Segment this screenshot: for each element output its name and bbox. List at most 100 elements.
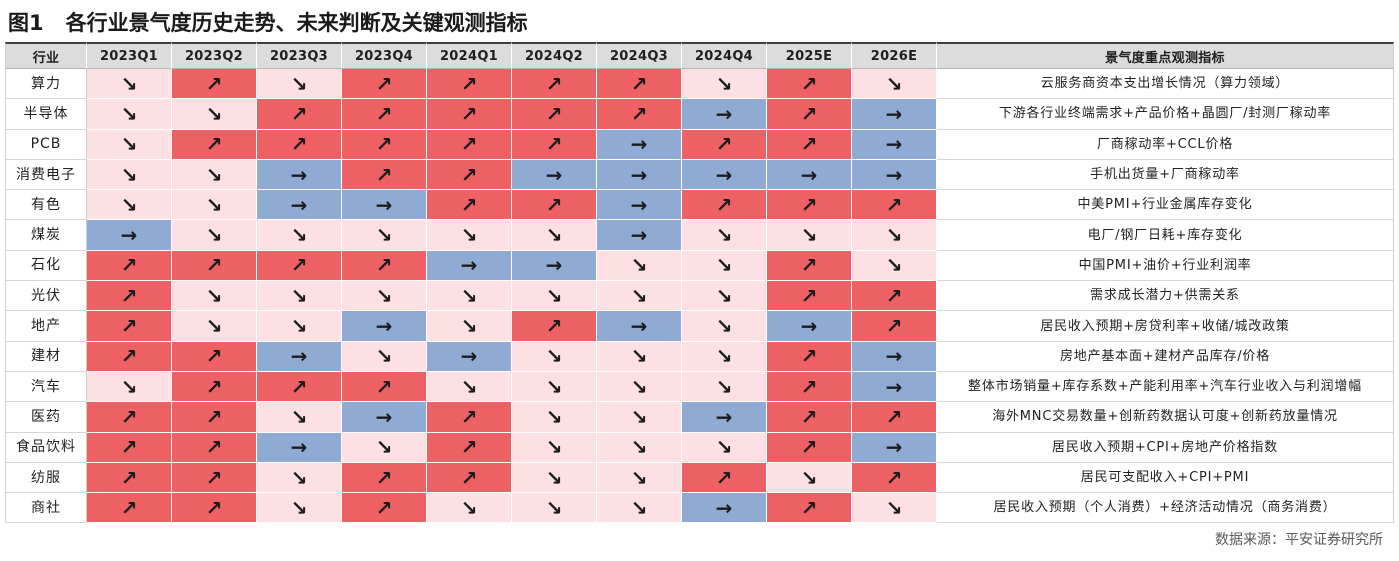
trend-arrow-cell: → [427, 250, 512, 282]
trend-arrow-cell: ↗ [767, 69, 852, 100]
table-row: 半导体 ↘ ↘ ↗ ↗ ↗ ↗ ↗ → ↗ → 下游各行业终端需求+产品价格+晶圆厂/封测厂稼动率 [5, 99, 1394, 130]
trend-arrow-cell: ↗ [257, 250, 342, 282]
trend-arrow-cell: ↗ [767, 250, 852, 282]
table-row: PCB ↘ ↗ ↗ ↗ ↗ ↗ → ↗ ↗ → 厂商稼动率+CCL价格 [5, 129, 1394, 160]
trend-arrow-cell: ↘ [682, 311, 767, 342]
trend-arrow-cell: ↗ [172, 69, 257, 100]
trend-arrow-cell: ↘ [87, 129, 172, 160]
trend-arrow-cell: ↘ [852, 250, 937, 282]
trend-arrow-cell: ↘ [342, 220, 427, 251]
trend-arrow-cell: ↗ [767, 432, 852, 463]
trend-arrow-cell: ↗ [342, 371, 427, 403]
trend-arrow-cell: ↗ [87, 341, 172, 372]
figure-title: 各行业景气度历史走势、未来判断及关键观测指标 [65, 11, 528, 35]
trend-arrow-cell: ↘ [682, 432, 767, 463]
header-cell-2023q2: 2023Q2 [172, 42, 257, 69]
trend-arrow-cell: → [512, 159, 597, 191]
industry-cell: 光伏 [5, 281, 87, 312]
trend-arrow-cell: → [852, 432, 937, 463]
trend-arrow-cell: ↗ [767, 281, 852, 312]
header-cell-industry: 行业 [5, 42, 87, 69]
trend-arrow-cell: → [257, 159, 342, 191]
indicator-cell: 整体市场销量+库存系数+产能利用率+汽车行业收入与利润增幅 [937, 371, 1394, 403]
header-cell-2024q2: 2024Q2 [512, 42, 597, 69]
header-cell-2025e: 2025E [767, 42, 852, 69]
table-row: 有色 ↘ ↘ → → ↗ ↗ → ↗ ↗ ↗ 中美PMI+行业金属库存变化 [5, 190, 1394, 221]
trend-arrow-cell: ↘ [257, 402, 342, 433]
trend-arrow-cell: ↗ [427, 99, 512, 130]
trend-arrow-cell: → [342, 402, 427, 433]
trend-arrow-cell: ↘ [87, 159, 172, 191]
trend-arrow-cell: → [512, 250, 597, 282]
trend-arrow-cell: ↗ [682, 129, 767, 160]
trend-arrow-cell: ↗ [682, 462, 767, 494]
trend-arrow-cell: ↗ [512, 190, 597, 221]
table-row: 商社 ↗ ↗ ↘ ↗ ↘ ↘ ↘ → ↗ ↘ 居民收入预期（个人消费）+经济活动情况（商务消费） [5, 493, 1394, 524]
trend-arrow-cell: → [682, 159, 767, 191]
industry-cell: 算力 [5, 69, 87, 100]
figure-label: 图1 [8, 11, 44, 35]
trend-arrow-cell: ↘ [682, 341, 767, 372]
trend-arrow-cell: ↗ [682, 190, 767, 221]
trend-arrow-cell: → [852, 99, 937, 130]
source-note: 数据来源：平安证券研究所 [1215, 532, 1383, 548]
trend-arrow-cell: ↘ [172, 159, 257, 191]
trend-arrow-cell: ↗ [172, 493, 257, 524]
trend-arrow-cell: ↗ [852, 311, 937, 342]
trend-arrow-cell: → [597, 159, 682, 191]
table-row: 煤炭 → ↘ ↘ ↘ ↘ ↘ → ↘ ↘ ↘ 电厂/钢厂日耗+库存变化 [5, 220, 1394, 251]
table-row: 地产 ↗ ↘ ↘ → ↘ ↗ → ↘ → ↗ 居民收入预期+房贷利率+收储/城改政策 [5, 311, 1394, 342]
trend-arrow-cell: → [257, 432, 342, 463]
trend-arrow-cell: ↘ [257, 69, 342, 100]
trend-arrow-cell: ↘ [512, 432, 597, 463]
table-header: 行业 2023Q1 2023Q2 2023Q3 2023Q4 2024Q1 20… [5, 42, 1394, 69]
industry-cell: 食品饮料 [5, 432, 87, 463]
trend-arrow-cell: ↗ [597, 69, 682, 100]
trend-arrow-cell: → [597, 129, 682, 160]
trend-arrow-cell: ↗ [767, 402, 852, 433]
trend-arrow-cell: ↗ [172, 129, 257, 160]
trend-arrow-cell: → [342, 190, 427, 221]
trend-arrow-cell: ↗ [342, 493, 427, 524]
table-row: 石化 ↗ ↗ ↗ ↗ → → ↘ ↘ ↗ ↘ 中国PMI+油价+行业利润率 [5, 250, 1394, 282]
table-row: 建材 ↗ ↗ → ↘ → ↘ ↘ ↘ ↗ → 房地产基本面+建材产品库存/价格 [5, 341, 1394, 372]
trend-arrow-cell: ↗ [342, 99, 427, 130]
trend-arrow-cell: ↘ [597, 402, 682, 433]
trend-arrow-cell: ↗ [767, 371, 852, 403]
header-cell-2023q1: 2023Q1 [87, 42, 172, 69]
indicator-cell: 房地产基本面+建材产品库存/价格 [937, 341, 1394, 372]
trend-arrow-cell: ↘ [257, 311, 342, 342]
trend-arrow-cell: → [597, 220, 682, 251]
trend-arrow-cell: ↘ [172, 311, 257, 342]
trend-arrow-cell: ↗ [427, 402, 512, 433]
trend-arrow-cell: ↗ [257, 99, 342, 130]
trend-arrow-cell: → [87, 220, 172, 251]
header-row: 行业 2023Q1 2023Q2 2023Q3 2023Q4 2024Q1 20… [5, 42, 1394, 69]
trend-arrow-cell: ↗ [257, 371, 342, 403]
trend-arrow-cell: ↘ [512, 402, 597, 433]
trend-arrow-cell: ↗ [427, 462, 512, 494]
trend-arrow-cell: ↘ [597, 462, 682, 494]
trend-arrow-cell: ↘ [597, 493, 682, 524]
trend-arrow-cell: → [257, 341, 342, 372]
trend-arrow-cell: ↗ [512, 129, 597, 160]
trend-arrow-cell: ↗ [87, 281, 172, 312]
industry-cell: 煤炭 [5, 220, 87, 251]
trend-arrow-cell: ↗ [512, 69, 597, 100]
indicator-cell: 需求成长潜力+供需关系 [937, 281, 1394, 312]
trend-arrow-cell: ↗ [852, 462, 937, 494]
trend-arrow-cell: ↗ [257, 129, 342, 160]
table-body: 算力 ↘ ↗ ↘ ↗ ↗ ↗ ↗ ↘ ↗ ↘ 云服务商资本支出增长情况（算力领域） 半导体 ↘ ↘ ↗ ↗ ↗ ↗ ↗… [5, 69, 1394, 524]
trend-arrow-cell: ↘ [512, 493, 597, 524]
trend-arrow-cell: ↗ [597, 99, 682, 130]
trend-arrow-cell: ↗ [767, 341, 852, 372]
trend-arrow-cell: ↘ [682, 69, 767, 100]
trend-arrow-cell: ↘ [172, 281, 257, 312]
trend-arrow-cell: ↗ [172, 371, 257, 403]
table-row: 光伏 ↗ ↘ ↘ ↘ ↘ ↘ ↘ ↘ ↗ ↗ 需求成长潜力+供需关系 [5, 281, 1394, 312]
table-row: 汽车 ↘ ↗ ↗ ↗ ↘ ↘ ↘ ↘ ↗ → 整体市场销量+库存系数+产能利用率+汽车行业收入与利润增… [5, 371, 1394, 403]
trend-arrow-cell: ↗ [427, 129, 512, 160]
header-cell-2024q1: 2024Q1 [427, 42, 512, 69]
trend-arrow-cell: ↗ [342, 159, 427, 191]
trend-arrow-cell: → [682, 402, 767, 433]
